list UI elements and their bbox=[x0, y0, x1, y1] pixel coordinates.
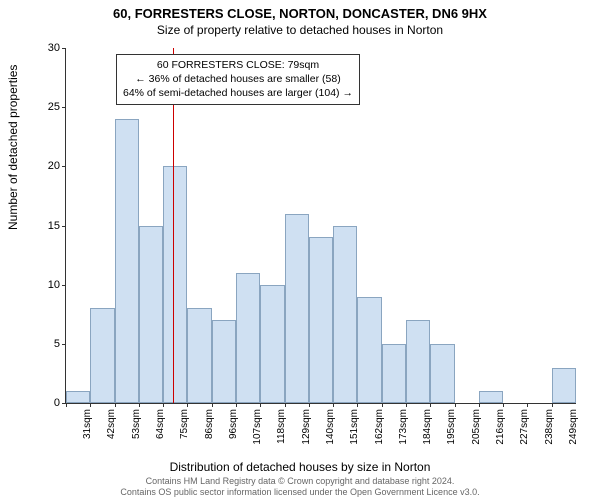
x-tick-label: 129sqm bbox=[301, 409, 312, 445]
x-tick-label: 42sqm bbox=[106, 409, 117, 439]
x-tick-label: 75sqm bbox=[179, 409, 190, 439]
histogram-bar bbox=[333, 226, 357, 404]
histogram-bar bbox=[479, 391, 503, 403]
x-tick-label: 151sqm bbox=[349, 409, 360, 445]
x-tick-label: 195sqm bbox=[446, 409, 457, 445]
histogram-bar bbox=[406, 320, 430, 403]
x-tick-label: 162sqm bbox=[374, 409, 385, 445]
x-axis-label: Distribution of detached houses by size … bbox=[0, 460, 600, 474]
x-tick-label: 216sqm bbox=[495, 409, 506, 445]
histogram-bar bbox=[260, 285, 284, 403]
histogram-bar bbox=[66, 391, 90, 403]
x-tick-label: 249sqm bbox=[568, 409, 579, 445]
x-tick-label: 31sqm bbox=[82, 409, 93, 439]
plot-area: 05101520253031sqm42sqm53sqm64sqm75sqm86s… bbox=[65, 48, 576, 404]
x-tick-label: 238sqm bbox=[544, 409, 555, 445]
x-tick-label: 118sqm bbox=[276, 409, 287, 444]
attribution-line2: Contains OS public sector information li… bbox=[0, 487, 600, 498]
attribution: Contains HM Land Registry data © Crown c… bbox=[0, 476, 600, 498]
annotation-line: 64% of semi-detached houses are larger (… bbox=[123, 86, 353, 100]
x-tick-label: 64sqm bbox=[155, 409, 166, 439]
x-tick-label: 173sqm bbox=[398, 409, 409, 445]
x-tick-label: 107sqm bbox=[252, 409, 263, 445]
x-tick-label: 96sqm bbox=[228, 409, 239, 439]
histogram-bar bbox=[187, 308, 211, 403]
chart-subtitle: Size of property relative to detached ho… bbox=[0, 21, 600, 37]
x-tick-label: 184sqm bbox=[422, 409, 433, 445]
annotation-box: 60 FORRESTERS CLOSE: 79sqm← 36% of detac… bbox=[116, 54, 360, 105]
x-tick-label: 227sqm bbox=[519, 409, 530, 445]
histogram-bar bbox=[309, 237, 333, 403]
x-tick-label: 140sqm bbox=[325, 409, 336, 445]
histogram-bar bbox=[115, 119, 139, 403]
annotation-line: 60 FORRESTERS CLOSE: 79sqm bbox=[123, 58, 353, 72]
x-tick-label: 86sqm bbox=[204, 409, 215, 439]
histogram-bar bbox=[236, 273, 260, 403]
annotation-line: ← 36% of detached houses are smaller (58… bbox=[123, 72, 353, 86]
histogram-bar bbox=[285, 214, 309, 403]
chart-container: 60, FORRESTERS CLOSE, NORTON, DONCASTER,… bbox=[0, 0, 600, 500]
histogram-bar bbox=[163, 166, 187, 403]
histogram-bar bbox=[430, 344, 454, 403]
chart-title: 60, FORRESTERS CLOSE, NORTON, DONCASTER,… bbox=[0, 0, 600, 21]
histogram-bar bbox=[212, 320, 236, 403]
histogram-bar bbox=[357, 297, 381, 404]
x-tick-label: 205sqm bbox=[471, 409, 482, 445]
histogram-bar bbox=[90, 308, 114, 403]
histogram-bar bbox=[382, 344, 406, 403]
y-axis-label: Number of detached properties bbox=[6, 65, 20, 230]
histogram-bar bbox=[552, 368, 576, 404]
attribution-line1: Contains HM Land Registry data © Crown c… bbox=[0, 476, 600, 487]
x-tick-label: 53sqm bbox=[131, 409, 142, 439]
histogram-bar bbox=[139, 226, 163, 404]
